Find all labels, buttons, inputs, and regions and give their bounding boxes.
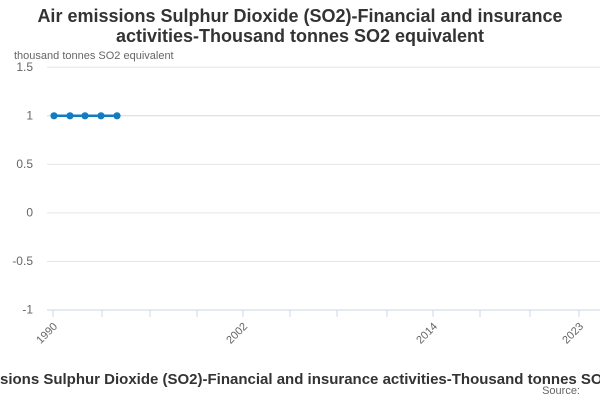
svg-text:0.5: 0.5: [16, 157, 33, 171]
svg-text:1: 1: [26, 109, 33, 123]
svg-text:2002: 2002: [224, 321, 250, 347]
svg-text:1.5: 1.5: [16, 60, 33, 74]
svg-text:-0.5: -0.5: [12, 254, 33, 268]
svg-text:2014: 2014: [414, 321, 440, 347]
svg-text:0: 0: [26, 206, 33, 220]
svg-text:2023: 2023: [560, 321, 586, 347]
svg-text:-1: -1: [22, 303, 33, 317]
svg-text:1990: 1990: [34, 321, 60, 347]
